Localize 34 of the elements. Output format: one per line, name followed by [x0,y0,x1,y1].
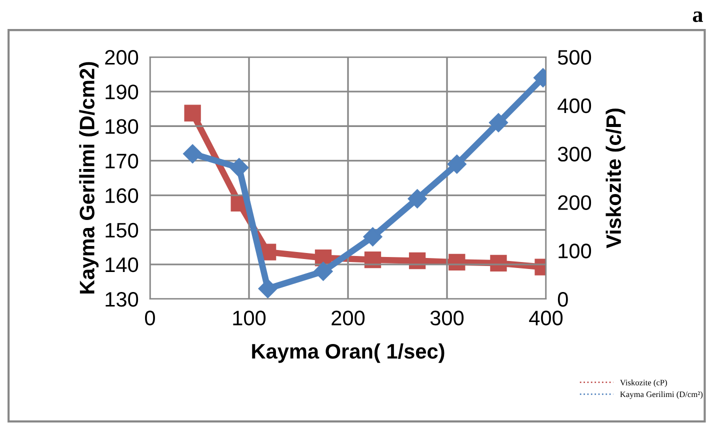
point [183,144,202,164]
y-tick-label: 150 [106,222,138,238]
y-tick-label: 190 [106,84,138,100]
y-tick-label: 180 [106,119,138,134]
y2-tick-label: 400 [558,98,592,114]
point [488,113,508,132]
x-tick-label: 100 [233,310,266,326]
point [447,154,466,174]
y2-tick-label: 100 [558,244,592,258]
x-tick-label: 400 [529,310,563,326]
point [258,279,278,298]
y2-tick-label: 500 [558,50,592,65]
x-axis-title: Kayma Oran( 1/sec) [252,343,444,363]
point [314,262,333,281]
y2-tick-label: 0 [558,292,568,307]
point [363,227,382,246]
y-tick-label: 170 [106,154,138,168]
x-tick-label: 200 [332,310,365,326]
x-tick-label: 0 [145,310,155,326]
point [184,104,201,122]
y2-tick-label: 300 [558,146,592,162]
y-tick-label: 130 [106,292,138,307]
legend-label: Kayma Gerilimi (D/cm²) [620,391,703,399]
x-tick-label: 300 [430,310,464,326]
y2-tick-label: 200 [558,195,592,210]
y-tick-label: 200 [105,50,138,65]
y-tick-label: 140 [106,257,138,272]
y2-axis-title: Viskozite (c/P) [606,108,626,248]
y-axis-title: Kayma Gerilimi (D/cm2) [79,62,99,294]
text: a [692,11,703,22]
point [230,158,249,178]
y-tick-label: 160 [106,188,138,204]
point [408,189,427,208]
legend-label: Viskozite (cP) [620,379,667,388]
